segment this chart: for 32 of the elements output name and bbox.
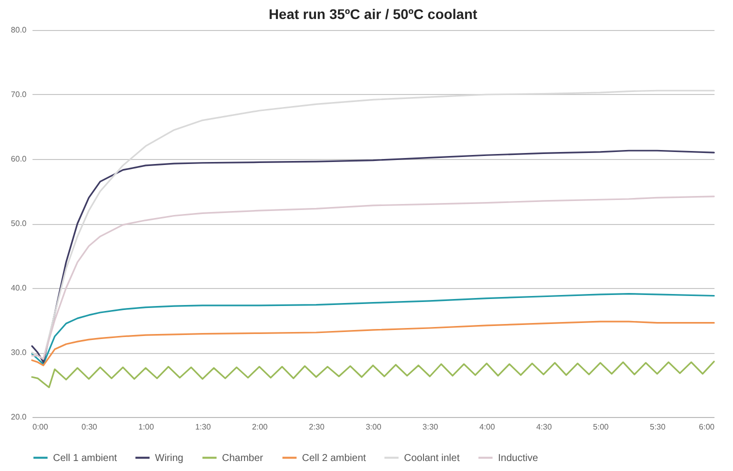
x-tick-label: 3:00 bbox=[366, 422, 382, 432]
line-series bbox=[31, 320, 715, 366]
line-series bbox=[31, 150, 715, 363]
legend-label: Cell 1 ambient bbox=[53, 452, 118, 464]
y-tick-label: 30.0 bbox=[10, 348, 28, 357]
legend-label: Chamber bbox=[222, 452, 264, 464]
y-tick-label: 20.0 bbox=[10, 412, 28, 422]
x-tick-label: 4:00 bbox=[479, 422, 496, 432]
x-tick-label: 4:30 bbox=[536, 422, 552, 432]
x-tick-label: 5:30 bbox=[650, 422, 666, 432]
x-tick-label: 1:30 bbox=[195, 422, 212, 432]
legend-label: Wiring bbox=[155, 452, 184, 464]
line-series bbox=[31, 196, 715, 360]
y-tick-label: 80.0 bbox=[10, 26, 28, 34]
line-series bbox=[31, 293, 715, 365]
x-tick-label: 0:00 bbox=[32, 422, 49, 432]
x-tick-label: 0:30 bbox=[82, 422, 98, 432]
y-tick-label: 70.0 bbox=[10, 90, 28, 99]
x-tick-label: 1:00 bbox=[138, 422, 154, 432]
legend-label: Coolant inlet bbox=[404, 452, 460, 464]
x-tick-label: 6:00 bbox=[698, 422, 716, 432]
x-tick-label: 5:00 bbox=[593, 422, 610, 432]
x-tick-label: 2:00 bbox=[252, 422, 268, 432]
chart-title: Heat run 35ºC air / 50ºC coolant bbox=[268, 6, 478, 22]
line-series bbox=[31, 360, 715, 388]
y-tick-label: 50.0 bbox=[10, 219, 28, 228]
x-tick-label: 2:30 bbox=[308, 422, 325, 432]
y-tick-label: 40.0 bbox=[10, 284, 28, 292]
legend-label: Cell 2 ambient bbox=[302, 452, 366, 464]
y-tick-label: 60.0 bbox=[10, 154, 28, 164]
x-tick-label: 3:30 bbox=[422, 422, 439, 432]
legend-label: Inductive bbox=[498, 452, 538, 464]
